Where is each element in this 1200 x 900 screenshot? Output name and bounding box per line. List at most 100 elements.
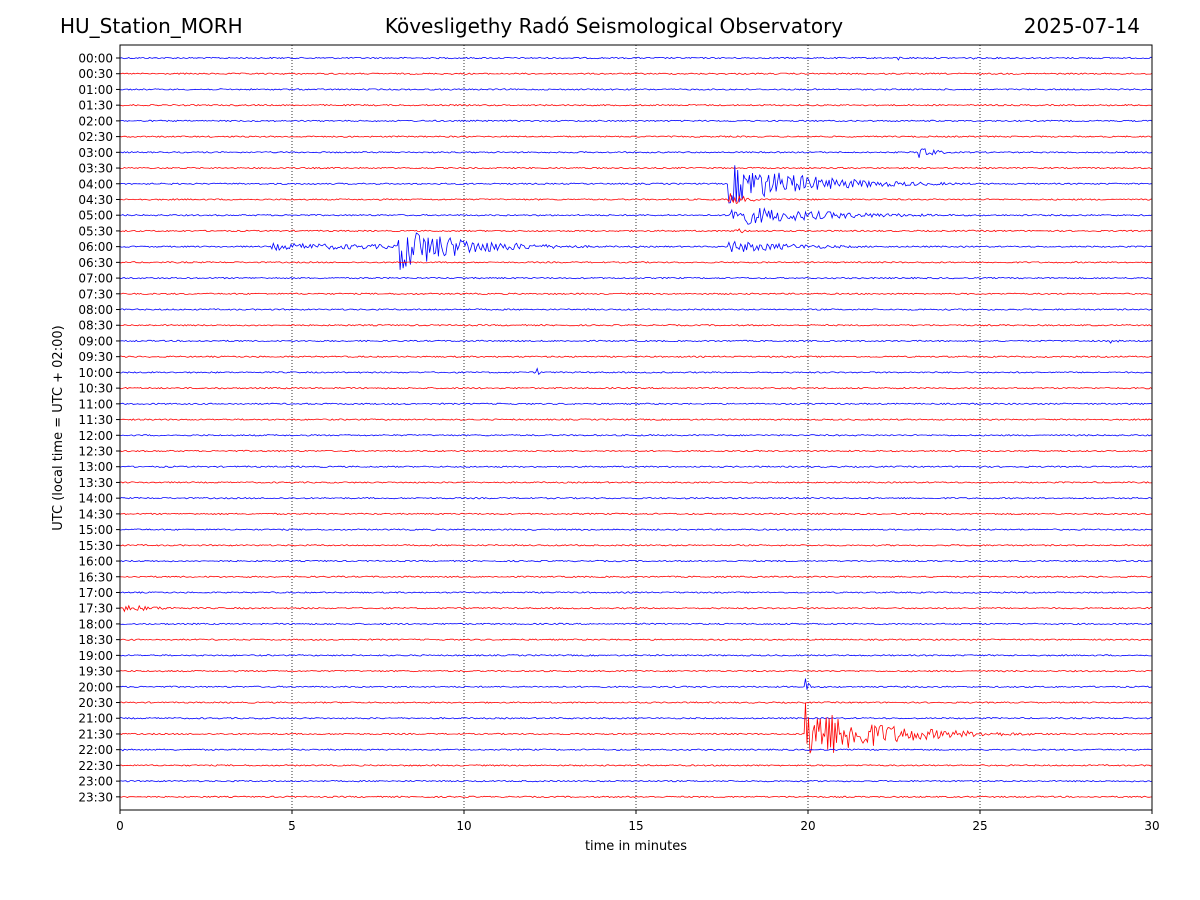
y-tick-label: 23:00 [78, 775, 113, 789]
trace-0800 [119, 308, 1153, 311]
y-tick-label: 15:00 [78, 523, 113, 537]
trace-2030 [119, 701, 1153, 704]
trace-0400 [119, 165, 1153, 204]
y-tick-label: 00:30 [78, 67, 113, 81]
y-tick-label: 13:30 [78, 476, 113, 490]
trace-0700 [119, 276, 1153, 280]
trace-1730 [119, 604, 1152, 613]
trace-0200 [119, 119, 1153, 123]
y-tick-label: 10:00 [78, 366, 113, 380]
trace-1830 [119, 638, 1153, 641]
y-tick-label: 02:00 [78, 114, 113, 128]
y-tick-label: 13:00 [78, 460, 113, 474]
x-tick-label: 15 [628, 819, 643, 833]
trace-1000 [119, 367, 1153, 376]
trace-0430 [119, 193, 1153, 205]
trace-1700 [119, 591, 1153, 594]
y-tick-label: 16:30 [78, 570, 113, 584]
trace-2200 [119, 748, 1152, 752]
y-tick-label: 01:00 [78, 83, 113, 97]
y-tick-label: 08:00 [78, 303, 113, 317]
trace-2230 [119, 764, 1153, 767]
chart-date: 2025-07-14 [1023, 14, 1140, 38]
x-axis-label: time in minutes [585, 839, 687, 854]
x-tick-label: 20 [800, 819, 815, 833]
trace-0300 [119, 148, 1153, 158]
y-tick-label: 11:00 [78, 397, 113, 411]
y-tick-label: 14:30 [78, 507, 113, 521]
traces [119, 56, 1153, 799]
y-tick-label: 16:00 [78, 555, 113, 569]
x-tick-label: 10 [456, 819, 471, 833]
y-tick-label: 22:30 [78, 759, 113, 773]
y-tick-label: 06:00 [78, 240, 113, 254]
y-tick-label: 21:30 [78, 727, 113, 741]
trace-0530 [119, 228, 1153, 234]
y-tick-label: 07:00 [78, 272, 113, 286]
trace-1430 [119, 512, 1153, 516]
y-tick-label: 12:30 [78, 445, 113, 459]
y-tick-label: 17:00 [78, 586, 113, 600]
trace-1100 [119, 402, 1153, 406]
trace-0600 [119, 232, 1153, 270]
gridlines [291, 45, 981, 810]
trace-2330 [119, 795, 1153, 799]
trace-0500 [119, 207, 1153, 225]
trace-1900 [119, 654, 1152, 657]
trace-1300 [119, 465, 1153, 468]
y-tick-label: 09:00 [78, 334, 113, 348]
trace-1030 [120, 386, 1153, 390]
y-tick-label: 14:00 [78, 492, 113, 506]
y-tick-label: 03:00 [78, 146, 113, 160]
trace-1400 [119, 496, 1153, 500]
y-tick-label: 04:30 [78, 193, 113, 207]
trace-2000 [119, 678, 1153, 690]
trace-1330 [119, 481, 1153, 484]
y-tick-label: 20:30 [78, 696, 113, 710]
y-tick-label: 19:00 [78, 649, 113, 663]
y-axis-label: UTC (local time = UTC + 02:00) [51, 325, 66, 530]
trace-1200 [120, 434, 1153, 437]
trace-1500 [119, 528, 1153, 531]
y-tick-label: 04:00 [78, 177, 113, 191]
trace-0030 [120, 72, 1153, 75]
y-tick-label: 18:30 [78, 633, 113, 647]
y-tick-label: 06:30 [78, 256, 113, 270]
trace-1930 [119, 669, 1153, 673]
trace-0100 [120, 88, 1153, 91]
y-tick-label: 23:30 [78, 790, 113, 804]
y-tick-label: 10:30 [78, 382, 113, 396]
y-tick-label: 02:30 [78, 130, 113, 144]
x-tick-label: 0 [116, 819, 124, 833]
trace-0330 [119, 166, 1152, 170]
x-tick-label: 25 [972, 819, 987, 833]
y-tick-label: 19:30 [78, 665, 113, 679]
y-tick-label: 07:30 [78, 287, 113, 301]
y-tick-label: 11:30 [78, 413, 113, 427]
trace-0000 [119, 56, 1152, 61]
trace-0230 [119, 135, 1153, 138]
trace-1130 [119, 418, 1153, 421]
y-tick-label: 21:00 [78, 712, 113, 726]
x-tick-label: 5 [288, 819, 296, 833]
y-tick-label: 05:30 [78, 224, 113, 238]
trace-1530 [119, 544, 1153, 547]
y-tick-label: 01:30 [78, 99, 113, 113]
trace-0830 [119, 324, 1153, 327]
trace-0900 [119, 339, 1153, 344]
trace-0930 [119, 355, 1153, 358]
trace-0730 [120, 292, 1152, 296]
y-tick-label: 18:00 [78, 617, 113, 631]
y-tick-label: 00:00 [78, 52, 113, 66]
y-tick-label: 03:30 [78, 162, 113, 176]
y-tick-label: 22:00 [78, 743, 113, 757]
y-tick-label: 20:00 [78, 680, 113, 694]
y-tick-label: 17:30 [78, 602, 113, 616]
trace-0630 [120, 261, 1153, 264]
y-tick-label: 09:30 [78, 350, 113, 364]
trace-0130 [119, 103, 1153, 107]
y-tick-label: 08:30 [78, 319, 113, 333]
station-name: HU_Station_MORH [60, 14, 243, 38]
